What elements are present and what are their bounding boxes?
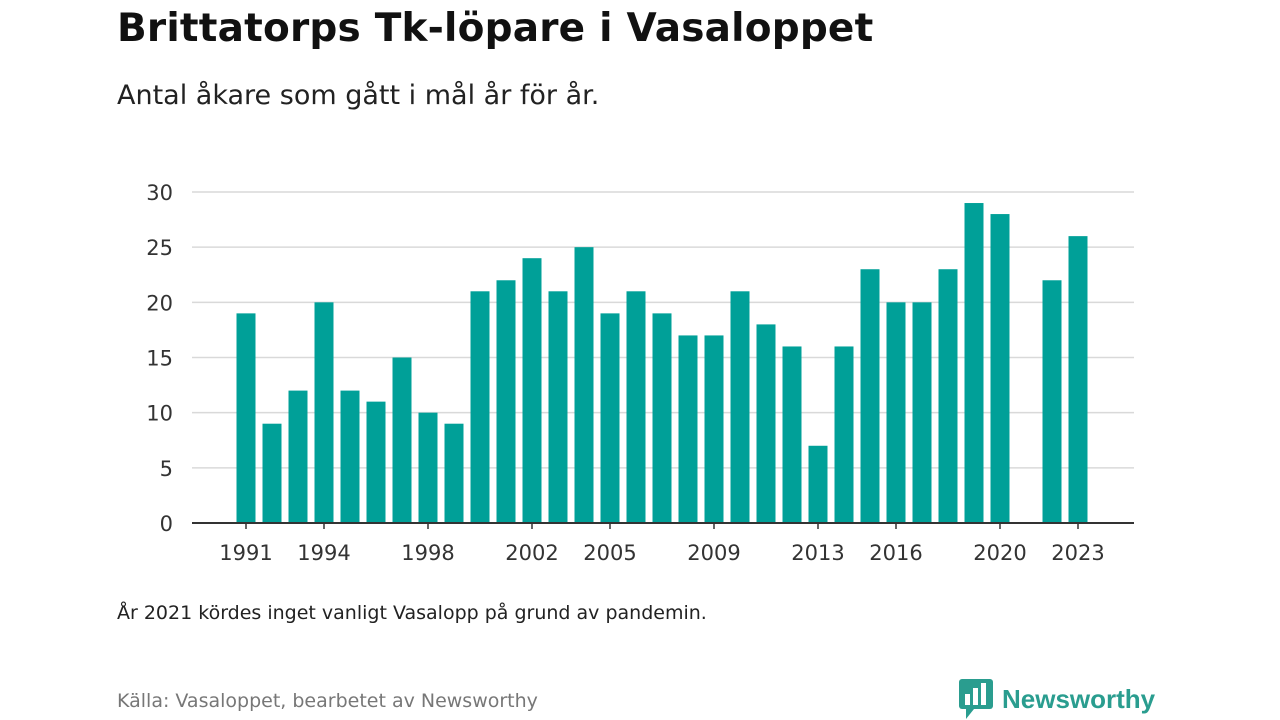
bar-2019 [964, 203, 984, 524]
brand-name: Newsworthy [1002, 683, 1156, 714]
bar-2013 [808, 445, 828, 523]
bar-2005 [600, 313, 620, 523]
bar-2000 [470, 291, 490, 523]
bar-2023 [1068, 236, 1088, 523]
bar-2009 [704, 335, 724, 523]
x-tick-label-1994: 1994 [297, 541, 350, 565]
x-tick-label-2020: 2020 [973, 541, 1026, 565]
bar-2001 [496, 280, 516, 523]
y-tick-label-15: 15 [146, 347, 173, 371]
newsworthy-logo-icon [959, 679, 993, 719]
bar-1999 [444, 423, 464, 523]
bar-2014 [834, 346, 854, 523]
bar-2002 [522, 258, 542, 523]
bar-1998 [418, 412, 438, 523]
x-tick-label-1998: 1998 [401, 541, 454, 565]
bar-1992 [262, 423, 282, 523]
bar-2003 [548, 291, 568, 523]
bar-1993 [288, 390, 308, 523]
bar-1991 [236, 313, 256, 523]
bar-1994 [314, 302, 334, 523]
bar-2015 [860, 269, 880, 523]
bar-2012 [782, 346, 802, 523]
bar-2017 [912, 302, 932, 523]
brand-logo: Newsworthy [958, 678, 1155, 720]
bar-2007 [652, 313, 672, 523]
x-tick-label-2013: 2013 [791, 541, 844, 565]
y-tick-label-0: 0 [160, 512, 173, 536]
bar-2010 [730, 291, 750, 523]
bar-2016 [886, 302, 906, 523]
source-text: Källa: Vasaloppet, bearbetet av Newswort… [117, 690, 538, 712]
bar-2006 [626, 291, 646, 523]
bar-1995 [340, 390, 360, 523]
y-tick-label-20: 20 [146, 291, 173, 315]
bar-2018 [938, 269, 958, 523]
x-tick-label-2023: 2023 [1051, 541, 1104, 565]
x-tick-label-2005: 2005 [583, 541, 636, 565]
bar-2022 [1042, 280, 1062, 523]
chart-title: Brittatorps Tk-löpare i Vasaloppet [117, 6, 874, 51]
x-tick-label-2009: 2009 [687, 541, 740, 565]
y-tick-label-30: 30 [146, 181, 173, 205]
y-tick-label-10: 10 [146, 402, 173, 426]
x-tick-label-2002: 2002 [505, 541, 558, 565]
bar-2004 [574, 247, 594, 523]
bar-1997 [392, 357, 412, 523]
y-tick-label-5: 5 [160, 457, 173, 481]
bar-2020 [990, 214, 1010, 524]
x-tick-label-1991: 1991 [219, 541, 272, 565]
bar-chart: 0 5 10 15 20 25 30 1991 1994 1998 2002 2005 2009 2013… [146, 181, 1134, 565]
y-tick-label-25: 25 [146, 236, 173, 260]
chart-note: År 2021 kördes inget vanligt Vasalopp på… [117, 602, 707, 624]
bar-2008 [678, 335, 698, 523]
chart-subtitle: Antal åkare som gått i mål år för år. [117, 80, 600, 111]
bar-2011 [756, 324, 776, 523]
x-tick-label-2016: 2016 [869, 541, 922, 565]
bar-1996 [366, 401, 386, 523]
